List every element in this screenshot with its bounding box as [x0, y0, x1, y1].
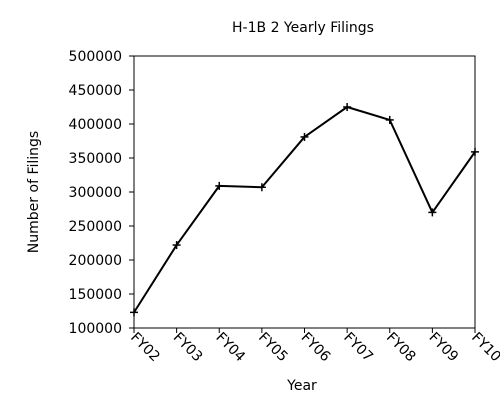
data-point-FY08: [385, 115, 394, 124]
x-axis-label: Year: [286, 378, 317, 394]
y-tick-label: 150000: [69, 287, 122, 303]
x-axis-ticks: FY02 FY03 FY04 FY05 FY06 FY07 FY08 FY09 FY10: [127, 328, 500, 365]
y-tick-label: 400000: [69, 117, 122, 133]
y-axis-label: Number of Filings: [26, 131, 42, 253]
y-tick-label: 350000: [69, 151, 122, 167]
x-tick-label: FY05: [255, 330, 291, 366]
data-point-FY07: [343, 103, 352, 111]
data-point-FY05: [257, 183, 266, 192]
x-tick-label: FY03: [170, 330, 206, 366]
x-tick-label: FY04: [212, 330, 248, 366]
data-point-FY10: [471, 147, 479, 156]
y-tick-label: 500000: [69, 49, 122, 65]
y-tick-label: 100000: [69, 321, 122, 337]
data-point-FY06: [300, 132, 309, 141]
data-point-FY09: [428, 208, 437, 217]
series-layer: [130, 103, 479, 317]
x-tick-label: FY02: [127, 330, 163, 366]
data-point-FY02: [130, 308, 138, 317]
data-point-FY03: [172, 241, 181, 250]
y-tick-label: 200000: [69, 253, 122, 269]
y-axis-ticks: 100000 150000 200000 250000 300000 350000 4000…: [69, 49, 134, 337]
x-tick-label: FY06: [298, 330, 334, 366]
x-tick-label: FY07: [340, 330, 376, 366]
y-tick-label: 450000: [69, 83, 122, 99]
y-tick-label: 300000: [69, 185, 122, 201]
chart-title: H-1B 2 Yearly Filings: [232, 20, 374, 36]
y-tick-label: 250000: [69, 219, 122, 235]
data-point-FY04: [215, 181, 224, 190]
x-tick-label: FY08: [383, 330, 419, 366]
x-tick-label: FY10: [468, 330, 500, 366]
x-tick-label: FY09: [426, 330, 462, 366]
